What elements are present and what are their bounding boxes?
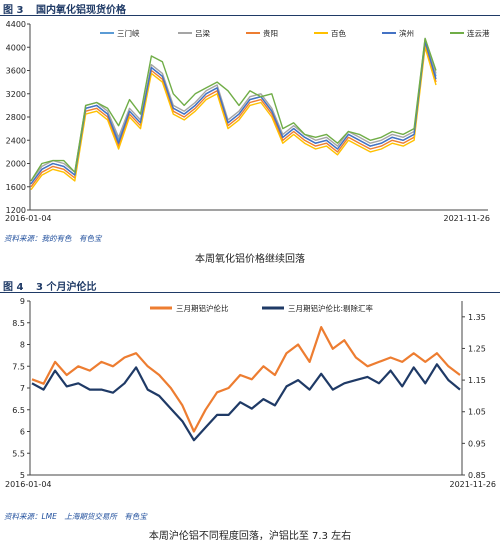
- y-tick-label: 6: [20, 428, 25, 437]
- figure2-label: 图 4: [3, 282, 24, 293]
- series-line: [30, 40, 437, 185]
- y2-tick-label: 1.15: [468, 376, 486, 385]
- y2-tick-label: 1.35: [468, 313, 486, 322]
- y2-tick-label: 1.05: [468, 408, 486, 417]
- legend-label: 三月期铝沪伦比: [176, 303, 229, 313]
- legend-label: 百色: [331, 28, 346, 38]
- y-tick-label: 7.5: [12, 362, 25, 371]
- legend-label: 吕梁: [195, 29, 210, 38]
- figure1-title: 国内氧化铝现货价格: [36, 5, 126, 16]
- legend-label: 贵阳: [263, 28, 278, 38]
- y-tick-label: 2800: [6, 113, 26, 122]
- series-line: [30, 46, 437, 191]
- figure2-caption: 本周沪伦铝不同程度回落，沪铝比至 7.3 左右: [148, 531, 352, 542]
- y-tick-label: 9: [20, 297, 25, 306]
- figure1-source: 资料来源：我的有色 有色宝: [4, 234, 102, 243]
- shanghai-london-ratio-chart: 5 5.5 6 6.5 7 7.5 8 8.5 9 0.85 0.95 1.05 1.15 1.25 1.3…: [5, 297, 497, 489]
- alumina-price-chart: 1200 1600 2000 2400 2800 3200 3600 4000 4400 2016…: [5, 20, 491, 223]
- y-tick-label: 8: [20, 341, 25, 350]
- y2-tick-label: 0.85: [468, 471, 486, 480]
- y-tick-label: 6.5: [12, 406, 25, 415]
- y-tick-label: 1200: [6, 206, 26, 215]
- series-line: [31, 326, 461, 433]
- y-tick-label: 4400: [6, 20, 26, 29]
- legend-label: 三月期铝沪伦比:剔除汇率: [288, 303, 374, 313]
- y2-tick-label: 1.25: [468, 344, 486, 353]
- y-tick-label: 3600: [6, 67, 26, 76]
- y-tick-label: 7: [20, 384, 25, 393]
- x-tick-label: 2021-11-26: [444, 214, 491, 223]
- y-tick-label: 2000: [6, 160, 26, 169]
- legend-label: 三门峡: [117, 28, 140, 38]
- y-tick-label: 2400: [6, 136, 26, 145]
- figure1-label: 图 3: [3, 5, 24, 16]
- y2-tick-label: 0.95: [468, 439, 486, 448]
- legend-label: 滨州: [399, 28, 414, 38]
- series-line: [30, 43, 437, 188]
- x-tick-label: 2016-01-04: [5, 480, 52, 489]
- figure2-header: 图 4 3 个月沪伦比: [0, 277, 500, 293]
- series-line: [30, 37, 437, 182]
- y-tick-label: 5.5: [12, 449, 25, 458]
- y-tick-label: 4000: [6, 43, 26, 52]
- y-tick-label: 5: [20, 471, 25, 480]
- x-tick-label: 2016-01-04: [5, 214, 52, 223]
- legend-label: 连云港: [467, 28, 490, 38]
- figure2-source: 资料来源：LME 上海期货交易所 有色宝: [4, 512, 147, 521]
- y-tick-label: 1600: [6, 183, 26, 192]
- x-tick-label: 2021-11-26: [450, 480, 497, 489]
- figure1-header: 图 3 国内氧化铝现货价格: [0, 0, 500, 16]
- y-tick-label: 8.5: [12, 319, 25, 328]
- figure2-title: 3 个月沪伦比: [36, 282, 97, 293]
- figure1-caption: 本周氧化铝价格继续回落: [195, 254, 305, 265]
- y-tick-label: 3200: [6, 90, 26, 99]
- series-line: [31, 363, 461, 442]
